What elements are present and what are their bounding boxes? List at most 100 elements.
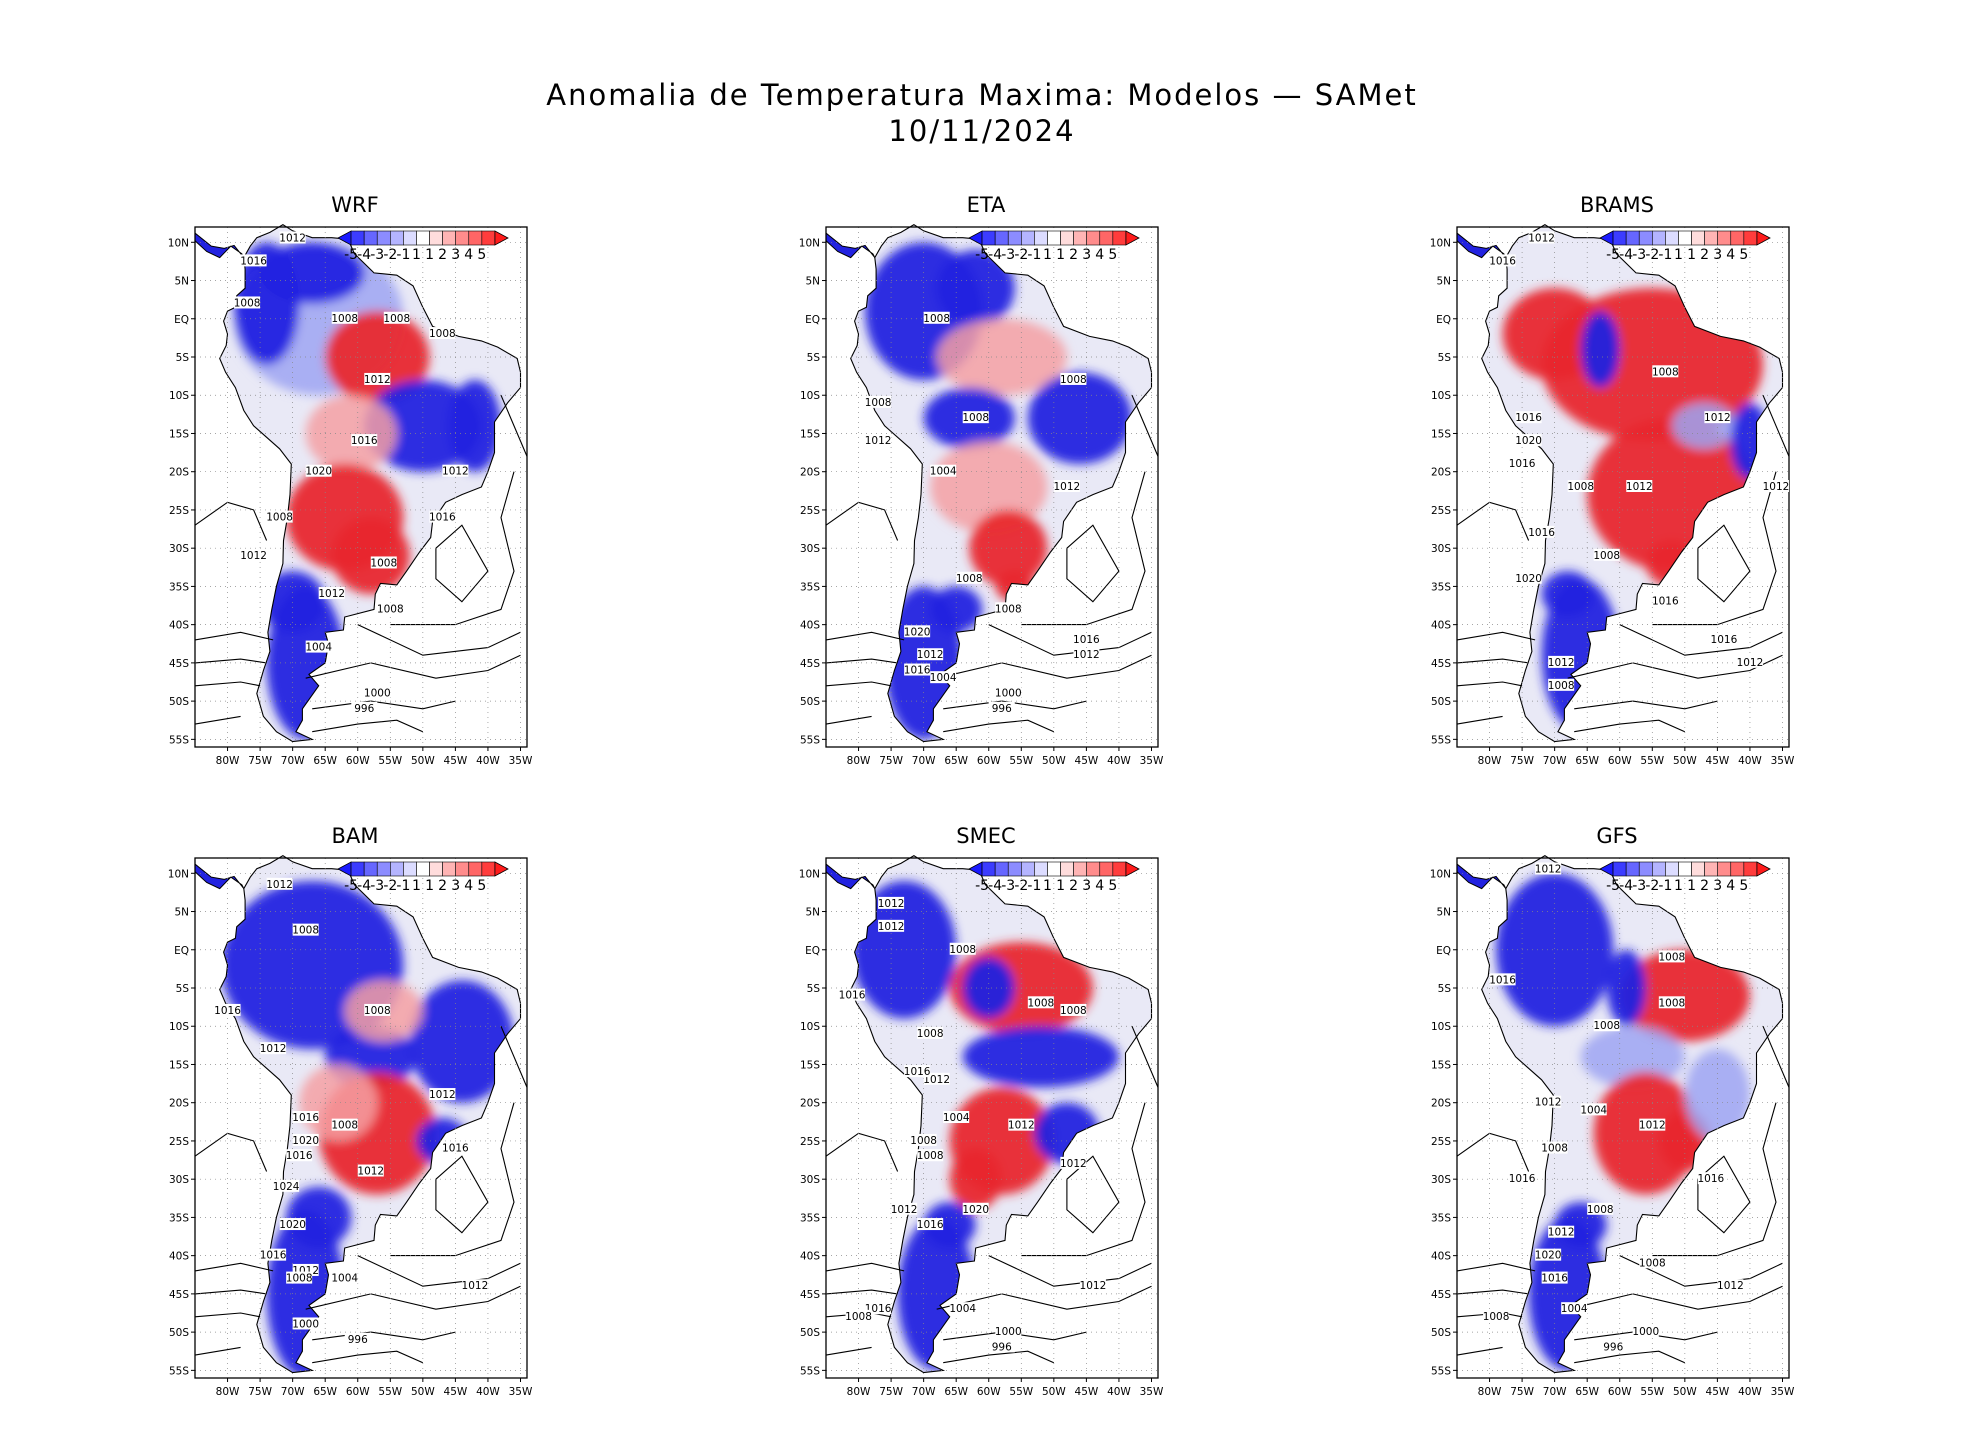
lon-label: 80W bbox=[1478, 755, 1502, 767]
lon-label: 45W bbox=[444, 1386, 468, 1398]
lon-label: 70W bbox=[281, 755, 305, 767]
cold-anomaly bbox=[923, 1202, 976, 1248]
lon-label: 55W bbox=[1009, 1386, 1033, 1398]
contour-label-bg bbox=[995, 1325, 1022, 1338]
colorbar-label: -3 bbox=[1632, 247, 1646, 263]
contour-label: 1008 bbox=[1658, 997, 1685, 1009]
contour-label-bg bbox=[930, 464, 957, 477]
isobar bbox=[1456, 1262, 1536, 1272]
isobar bbox=[936, 1285, 1152, 1310]
contour-label-bg bbox=[1567, 480, 1594, 492]
contour-label: 1000 bbox=[364, 687, 391, 699]
contour-label: 1012 bbox=[429, 1089, 456, 1101]
contour-label: 1016 bbox=[904, 665, 931, 677]
lat-label: 15S bbox=[169, 428, 189, 440]
colorbar-label: 4 bbox=[1726, 878, 1735, 894]
cold-anomaly bbox=[1684, 1049, 1750, 1141]
panel-smec: SMEC 10N 5N EQ 5S 10S 15S 20S 25S 30S 35S 40S 45S 50… bbox=[776, 824, 1196, 1398]
contour-label-bg bbox=[930, 671, 957, 684]
colorbar-swatch bbox=[442, 861, 456, 877]
colorbar-label: 1 bbox=[1043, 247, 1052, 263]
isobar bbox=[312, 719, 424, 733]
colorbar-swatch bbox=[1704, 230, 1718, 246]
contour-label-bg bbox=[923, 1072, 950, 1085]
contour-label-bg bbox=[429, 510, 456, 523]
colorbar-swatch bbox=[1034, 861, 1048, 877]
colorbar-swatch bbox=[1730, 861, 1745, 877]
panel-title: SMEC bbox=[956, 824, 1016, 848]
isobar bbox=[1762, 394, 1790, 457]
lat-label: EQ bbox=[1436, 945, 1451, 957]
lat-label: 10N bbox=[799, 868, 820, 880]
coastline bbox=[1481, 855, 1784, 1374]
contour-label-bg bbox=[865, 1302, 892, 1315]
lat-label: 10S bbox=[800, 1021, 820, 1033]
colorbar-label: 4 bbox=[1095, 878, 1104, 894]
lat-label: 5S bbox=[807, 352, 821, 364]
colorbar-label: 3 bbox=[451, 878, 460, 894]
lon-label: 70W bbox=[1543, 1386, 1567, 1398]
lon-label: 65W bbox=[944, 755, 968, 767]
lat-label: 20S bbox=[1431, 1098, 1451, 1110]
colorbar-label: -4 bbox=[357, 878, 371, 894]
cold-anomaly bbox=[1606, 949, 1646, 1027]
lon-label: 80W bbox=[847, 755, 871, 767]
contour-label: 1008 bbox=[286, 1273, 313, 1285]
lon-label: 50W bbox=[1673, 1386, 1697, 1398]
colorbar-swatch bbox=[1612, 861, 1627, 877]
lon-label: 50W bbox=[1673, 755, 1697, 767]
isobar bbox=[1131, 1025, 1159, 1088]
contour-label-bg bbox=[364, 686, 391, 699]
colorbar-swatch bbox=[363, 861, 378, 877]
isobar bbox=[1456, 501, 1530, 541]
contour-label: 1012 bbox=[1073, 649, 1100, 661]
contour-label: 1012 bbox=[266, 879, 293, 891]
isobar bbox=[194, 1132, 268, 1172]
contour-label: 1012 bbox=[240, 550, 267, 562]
contour-label-bg bbox=[429, 1088, 456, 1101]
colorbar-swatch bbox=[1743, 861, 1758, 877]
lat-label: 5S bbox=[807, 983, 821, 995]
lat-label: 10N bbox=[168, 237, 189, 249]
isobar bbox=[1456, 658, 1529, 664]
lat-label: 5S bbox=[1438, 352, 1452, 364]
contour-label-bg bbox=[1528, 525, 1555, 538]
contour-label-bg bbox=[917, 648, 944, 661]
contour-label: 1008 bbox=[956, 573, 983, 585]
lat-label: 25S bbox=[800, 1136, 820, 1148]
contour-label: 996 bbox=[354, 703, 374, 715]
isobar bbox=[1456, 715, 1503, 725]
contour-label-bg bbox=[943, 1111, 970, 1123]
lat-label: 55S bbox=[169, 1365, 189, 1377]
lon-label: 45W bbox=[444, 755, 468, 767]
panel-title: BAM bbox=[331, 824, 379, 848]
colorbar-label: 3 bbox=[1713, 247, 1722, 263]
lat-label: 5N bbox=[805, 907, 820, 919]
colorbar-label: 1 bbox=[1687, 247, 1696, 263]
colorbar-label: 3 bbox=[1082, 878, 1091, 894]
map-border bbox=[194, 857, 528, 1379]
contour-label-bg bbox=[429, 327, 456, 340]
contour-label: 1004 bbox=[930, 466, 957, 478]
contour-label-bg bbox=[1548, 1225, 1575, 1238]
lon-label: 75W bbox=[248, 755, 272, 767]
isobar bbox=[1574, 1331, 1718, 1341]
central-america bbox=[194, 863, 245, 890]
contour-label-bg bbox=[351, 434, 378, 447]
graticule bbox=[195, 227, 527, 747]
panel-title: ETA bbox=[966, 193, 1006, 217]
colorbar-label: 2 bbox=[438, 878, 447, 894]
lon-label: 55W bbox=[1640, 755, 1664, 767]
contour-label-bg bbox=[461, 1279, 488, 1292]
figure-date: 10/11/2024 bbox=[888, 114, 1076, 148]
colorbar-swatch bbox=[1060, 861, 1074, 877]
colorbar-label: -1 bbox=[1658, 247, 1672, 263]
contour-label-bg bbox=[442, 464, 469, 477]
colorbar-label: -3 bbox=[1632, 878, 1646, 894]
contour-label-bg bbox=[878, 919, 905, 932]
lon-label: 55W bbox=[1009, 755, 1033, 767]
lat-label: 30S bbox=[169, 543, 189, 555]
contour-labels: 1012 1012 1008 1016 1008 1008 1008 1012 1004 1012… bbox=[839, 896, 1106, 1353]
colorbar-label: 2 bbox=[1069, 247, 1078, 263]
contour-label: 1012 bbox=[865, 435, 892, 447]
